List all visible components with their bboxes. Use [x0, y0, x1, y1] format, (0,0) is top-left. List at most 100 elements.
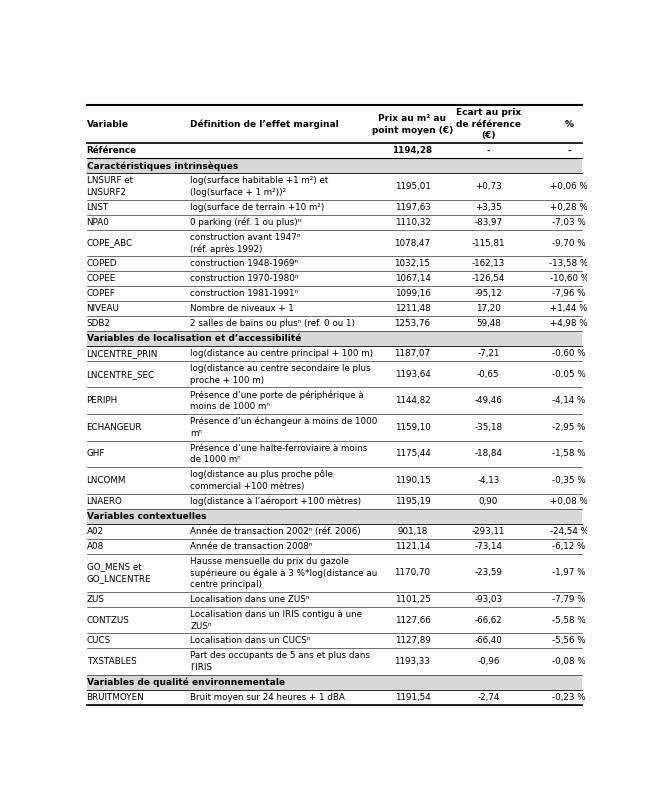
Text: 17,20: 17,20 — [476, 304, 501, 313]
Text: -13,58 %: -13,58 % — [550, 260, 589, 268]
Text: +0,08 %: +0,08 % — [550, 497, 588, 506]
Text: 1144,82: 1144,82 — [394, 396, 430, 405]
Text: Localisation dans une ZUSⁿ: Localisation dans une ZUSⁿ — [190, 595, 310, 604]
Text: (log(surface + 1 m²))²: (log(surface + 1 m²))² — [190, 188, 286, 197]
Text: Variables de qualité environnementale: Variables de qualité environnementale — [87, 678, 285, 687]
Text: 1191,54: 1191,54 — [394, 693, 430, 702]
Text: -73,14: -73,14 — [474, 542, 502, 551]
Text: -0,65: -0,65 — [477, 370, 499, 379]
Text: 901,18: 901,18 — [397, 527, 428, 536]
Text: GO_MENS et: GO_MENS et — [87, 562, 141, 571]
Text: SDB2: SDB2 — [87, 319, 110, 328]
Text: mⁿ: mⁿ — [190, 429, 202, 438]
Text: LNCENTRE_SEC: LNCENTRE_SEC — [87, 370, 155, 379]
Text: -66,40: -66,40 — [474, 637, 502, 646]
Text: -0,96: -0,96 — [477, 658, 499, 666]
Text: Année de transaction 2002ⁿ (réf. 2006): Année de transaction 2002ⁿ (réf. 2006) — [190, 527, 361, 536]
Text: 1195,19: 1195,19 — [394, 497, 430, 506]
Text: 1101,25: 1101,25 — [394, 595, 430, 604]
Text: %: % — [565, 120, 574, 129]
Text: -126,54: -126,54 — [471, 274, 505, 284]
Text: log(distance à l’aéroport +100 mètres): log(distance à l’aéroport +100 mètres) — [190, 497, 361, 506]
Text: 1032,15: 1032,15 — [394, 260, 430, 268]
Text: 59,48: 59,48 — [476, 319, 501, 328]
Text: centre principal): centre principal) — [190, 580, 262, 589]
Text: (réf. après 1992): (réf. après 1992) — [190, 244, 263, 254]
Text: 1194,28: 1194,28 — [393, 146, 432, 155]
Text: LNCENTRE_PRIN: LNCENTRE_PRIN — [87, 349, 158, 358]
Text: -23,59: -23,59 — [474, 568, 502, 578]
Text: Caractéristiques intrinsèques: Caractéristiques intrinsèques — [87, 161, 238, 171]
Text: -0,08 %: -0,08 % — [552, 658, 586, 666]
Text: construction 1970-1980ⁿ: construction 1970-1980ⁿ — [190, 274, 299, 284]
Text: Présence d’un échangeur à moins de 1000: Présence d’un échangeur à moins de 1000 — [190, 417, 378, 427]
Text: -24,54 %: -24,54 % — [550, 527, 589, 536]
Text: Variables contextuelles: Variables contextuelles — [87, 512, 206, 521]
Text: moins de 1000 mⁿ: moins de 1000 mⁿ — [190, 402, 270, 411]
Text: supérieure ou égale à 3 %*log(distance au: supérieure ou égale à 3 %*log(distance a… — [190, 568, 378, 578]
Text: Localisation dans un CUCSⁿ: Localisation dans un CUCSⁿ — [190, 637, 310, 646]
Bar — [87, 675, 582, 690]
Bar — [87, 331, 582, 346]
Text: -35,18: -35,18 — [474, 423, 502, 432]
Text: Prix au m² au: Prix au m² au — [378, 114, 447, 123]
Text: (€): (€) — [481, 132, 496, 141]
Text: -9,70 %: -9,70 % — [552, 239, 586, 248]
Text: -: - — [567, 146, 571, 155]
Text: Référence: Référence — [87, 146, 136, 155]
Text: ZUS: ZUS — [87, 595, 104, 604]
Text: CONTZUS: CONTZUS — [87, 616, 130, 625]
Text: Année de transaction 2008ⁿ: Année de transaction 2008ⁿ — [190, 542, 312, 551]
Text: -293,11: -293,11 — [471, 527, 505, 536]
Bar — [87, 509, 582, 524]
Text: -7,96 %: -7,96 % — [552, 289, 586, 298]
Text: 0,90: 0,90 — [479, 497, 498, 506]
Text: -2,74: -2,74 — [477, 693, 499, 702]
Text: 1067,14: 1067,14 — [394, 274, 430, 284]
Text: -115,81: -115,81 — [471, 239, 505, 248]
Text: Variable: Variable — [87, 120, 128, 129]
Text: -95,12: -95,12 — [474, 289, 502, 298]
Text: -93,03: -93,03 — [474, 595, 502, 604]
Text: log(surface de terrain +10 m²): log(surface de terrain +10 m²) — [190, 203, 325, 212]
Text: commercial +100 mètres): commercial +100 mètres) — [190, 482, 304, 491]
Text: ZUSⁿ: ZUSⁿ — [190, 622, 212, 630]
Text: construction 1948-1969ⁿ: construction 1948-1969ⁿ — [190, 260, 298, 268]
Text: Présence d’une porte de périphérique à: Présence d’une porte de périphérique à — [190, 390, 364, 400]
Text: 1170,70: 1170,70 — [394, 568, 430, 578]
Text: LNST: LNST — [87, 203, 109, 212]
Text: 0 parking (réf. 1 ou plus)ⁿ: 0 parking (réf. 1 ou plus)ⁿ — [190, 217, 301, 227]
Text: -10,60 %: -10,60 % — [550, 274, 589, 284]
Text: log(distance au centre secondaire le plus: log(distance au centre secondaire le plu… — [190, 364, 371, 373]
Text: -7,21: -7,21 — [477, 349, 499, 358]
Text: 1099,16: 1099,16 — [394, 289, 430, 298]
Text: 1159,10: 1159,10 — [394, 423, 430, 432]
Text: 1127,66: 1127,66 — [394, 616, 430, 625]
Text: -0,35 %: -0,35 % — [552, 476, 586, 485]
Text: 1127,89: 1127,89 — [394, 637, 430, 646]
Text: 2 salles de bains ou plusⁿ (ref. 0 ou 1): 2 salles de bains ou plusⁿ (ref. 0 ou 1) — [190, 319, 355, 328]
Text: -18,84: -18,84 — [474, 450, 502, 459]
Text: 1211,48: 1211,48 — [394, 304, 430, 313]
Text: COPEF: COPEF — [87, 289, 115, 298]
Text: Présence d’une halte-ferroviaire à moins: Présence d’une halte-ferroviaire à moins — [190, 443, 368, 453]
Text: +1,44 %: +1,44 % — [550, 304, 588, 313]
Text: TXSTABLES: TXSTABLES — [87, 658, 136, 666]
Text: log(surface habitable +1 m²) et: log(surface habitable +1 m²) et — [190, 177, 329, 185]
Text: CUCS: CUCS — [87, 637, 111, 646]
Text: -0,05 %: -0,05 % — [552, 370, 586, 379]
Text: 1197,63: 1197,63 — [394, 203, 430, 212]
Text: 1253,76: 1253,76 — [394, 319, 430, 328]
Text: point moyen (€): point moyen (€) — [372, 125, 453, 134]
Text: 1175,44: 1175,44 — [394, 450, 430, 459]
Text: log(distance au plus proche pôle: log(distance au plus proche pôle — [190, 470, 333, 479]
Text: -0,60 %: -0,60 % — [552, 349, 586, 358]
Text: construction 1981-1991ⁿ: construction 1981-1991ⁿ — [190, 289, 298, 298]
Text: ECHANGEUR: ECHANGEUR — [87, 423, 142, 432]
Text: Variables de localisation et d’accessibilité: Variables de localisation et d’accessibi… — [87, 334, 301, 343]
Text: 1110,32: 1110,32 — [394, 218, 430, 227]
Text: Part des occupants de 5 ans et plus dans: Part des occupants de 5 ans et plus dans — [190, 651, 370, 660]
Bar — [87, 158, 582, 173]
Text: 1195,01: 1195,01 — [394, 182, 430, 191]
Text: +0,73: +0,73 — [475, 182, 501, 191]
